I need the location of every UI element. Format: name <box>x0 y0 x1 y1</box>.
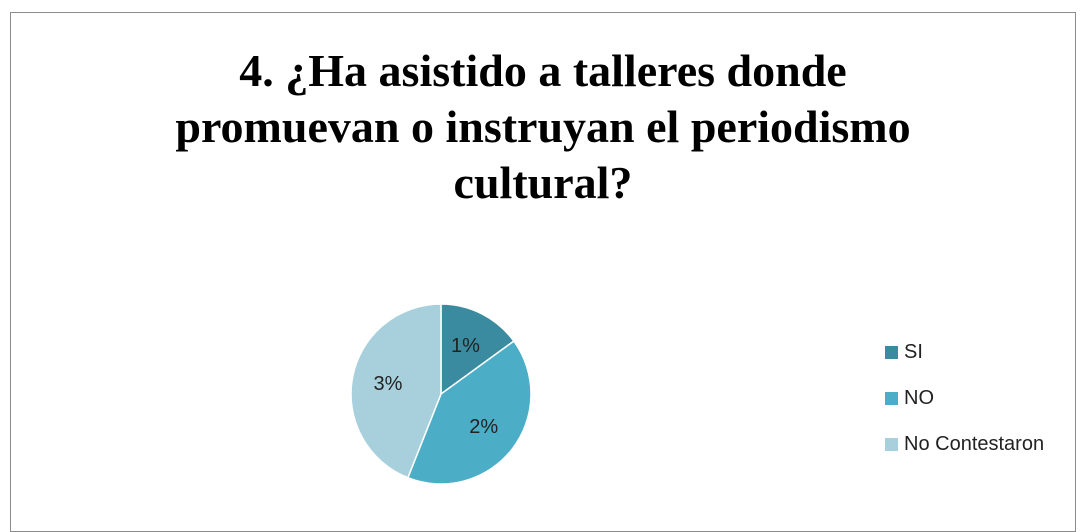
legend: SI NO No Contestaron <box>885 337 1044 475</box>
legend-item-si: SI <box>885 337 1044 367</box>
slice-label-no-contestaron: 3% <box>374 373 403 395</box>
legend-label-no-contestaron: No Contestaron <box>904 432 1045 455</box>
legend-swatch-no <box>885 391 898 405</box>
slice-label-si: 1% <box>451 335 480 357</box>
chart-title-line-3: cultural? <box>453 157 633 208</box>
legend-label-no: NO <box>904 386 934 409</box>
legend-item-no: NO <box>885 383 1044 413</box>
legend-label-si: SI <box>904 340 923 363</box>
chart-frame: 4. ¿Ha asistido a talleres donde promuev… <box>10 12 1076 532</box>
legend-item-no-contestaron: No Contestaron <box>885 429 1044 459</box>
pie-slice-si <box>440 303 515 396</box>
chart-title-line-2: promuevan o instruyan el periodismo <box>175 101 911 152</box>
slice-label-no: 2% <box>469 416 498 438</box>
legend-swatch-no-contestaron <box>885 437 898 451</box>
chart-title-line-1: 4. ¿Ha asistido a talleres donde <box>239 45 847 96</box>
legend-swatch-si <box>885 345 898 359</box>
chart-title: 4. ¿Ha asistido a talleres donde promuev… <box>11 43 1075 211</box>
pie-slice-no-contestaron <box>350 303 442 479</box>
pie-slice-no <box>406 340 532 485</box>
